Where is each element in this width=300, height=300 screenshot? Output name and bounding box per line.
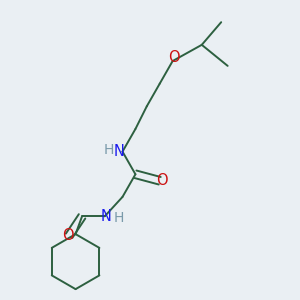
Text: O: O xyxy=(157,172,168,188)
Text: O: O xyxy=(62,228,73,243)
Text: N: N xyxy=(114,144,125,159)
Text: H: H xyxy=(114,211,124,225)
Text: H: H xyxy=(104,143,114,157)
Text: O: O xyxy=(169,50,180,65)
Text: N: N xyxy=(101,209,112,224)
